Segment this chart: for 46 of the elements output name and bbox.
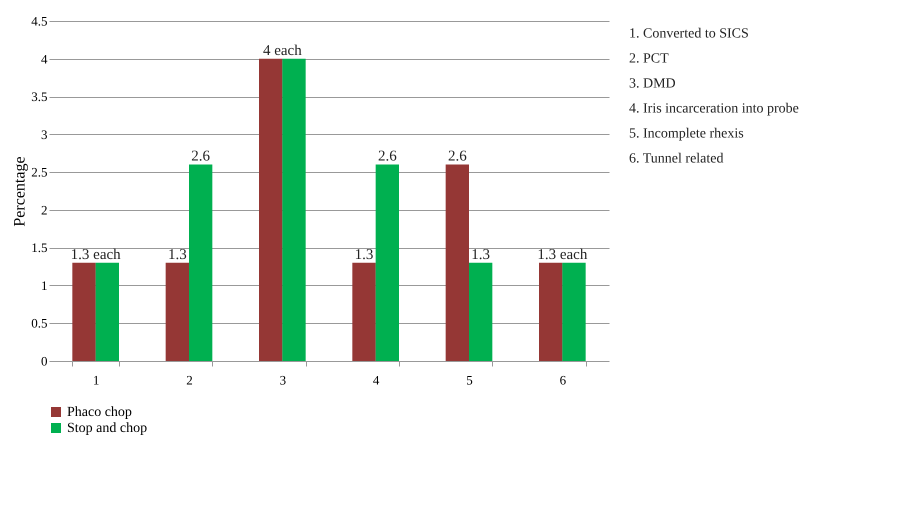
legend-label: Phaco chop: [67, 405, 132, 420]
bar: [539, 262, 562, 361]
y-tick-label: 2.5: [31, 164, 48, 180]
y-tick-label: 1: [41, 278, 48, 293]
y-tick-label: 4: [41, 51, 48, 66]
text: 1. Converted to SICS: [629, 26, 749, 42]
bar: [282, 58, 306, 361]
data-label: 1.3: [471, 246, 490, 263]
x-tick-label: 5: [466, 372, 473, 388]
y-tick-label: 1.5: [31, 240, 48, 256]
bar: [259, 58, 282, 361]
y-tick-label: 2: [41, 202, 48, 218]
text: 5. Incomplete rhexis: [629, 126, 744, 142]
data-label: 2.6: [448, 148, 468, 165]
bar: [352, 262, 376, 361]
bar: [96, 262, 119, 361]
text: 6. Tunnel related: [629, 152, 724, 166]
y-tick-label: 0: [41, 354, 48, 368]
x-tick-label: 2: [186, 372, 193, 388]
bar: [166, 262, 189, 361]
data-label: 1.3: [168, 246, 187, 263]
legend-label: Stop and chop: [67, 421, 148, 436]
bar: [469, 262, 492, 361]
y-tick-label: 0.5: [31, 316, 48, 331]
bar: [446, 164, 469, 361]
bar: [72, 262, 96, 361]
data-label: 1.3 each: [70, 246, 122, 263]
data-label: 2.6: [191, 148, 211, 165]
bar: [376, 164, 399, 361]
bar: [189, 164, 212, 361]
y-tick-label: 3: [41, 126, 48, 142]
text: 3. DMD: [629, 76, 676, 92]
y-axis-title: Percentage: [11, 156, 28, 227]
data-label: 1.3: [354, 246, 374, 263]
data-label: 1.3 each: [537, 246, 588, 263]
y-tick-label: 3.5: [31, 89, 48, 104]
text: 4. Iris incarceration into probe: [629, 102, 799, 116]
data-label: 4 each: [262, 42, 302, 59]
x-tick-label: 6: [560, 372, 567, 388]
x-tick-label: 4: [372, 372, 380, 388]
text: 2. PCT: [629, 52, 670, 66]
x-tick-label: 1: [92, 372, 100, 388]
y-tick-label: 4.5: [31, 14, 48, 28]
bar: [562, 262, 586, 361]
data-label: 2.6: [378, 148, 398, 165]
x-tick-label: 3: [280, 372, 286, 388]
